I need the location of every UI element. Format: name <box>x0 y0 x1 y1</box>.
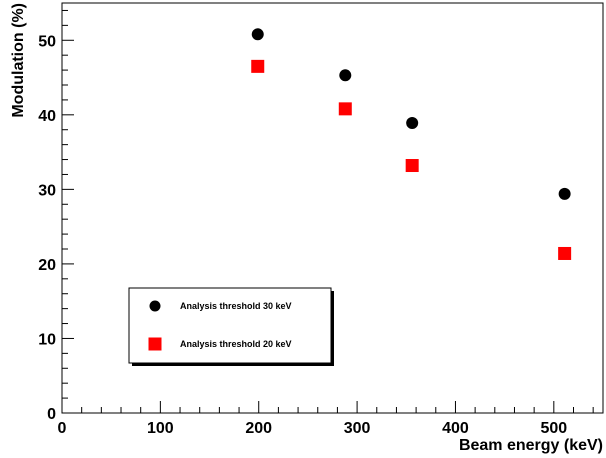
legend-label-20kev: Analysis threshold 20 keV <box>180 339 292 349</box>
point-20kev <box>338 102 352 116</box>
point-20kev <box>251 59 265 73</box>
y-tick-label: 20 <box>38 257 56 274</box>
legend-box <box>128 287 332 364</box>
x-tick-label: 300 <box>344 420 371 437</box>
legend-label-30kev: Analysis threshold 30 keV <box>180 301 292 311</box>
x-tick-label: 400 <box>442 420 469 437</box>
x-tick-label: 200 <box>245 420 272 437</box>
legend-marker-square <box>148 337 162 351</box>
point-30kev <box>339 69 352 82</box>
y-tick-label: 10 <box>38 331 56 348</box>
y-tick-label: 50 <box>38 33 56 50</box>
x-axis-title: Beam energy (keV) <box>459 437 603 454</box>
legend: Analysis threshold 30 keV Analysis thres… <box>128 287 334 366</box>
y-tick-label: 0 <box>47 406 56 423</box>
x-tick-label: 0 <box>58 420 67 437</box>
x-tick-label: 500 <box>540 420 567 437</box>
y-tick-label: 40 <box>38 108 56 125</box>
axes: 0 100 200 300 400 500 0 10 20 30 40 50 <box>38 9 594 437</box>
plot-frame <box>61 2 604 414</box>
point-30kev <box>558 187 571 200</box>
y-tick-label: 30 <box>38 182 56 199</box>
point-20kev <box>405 159 419 173</box>
data-points <box>251 28 572 260</box>
y-axis-title: Modulation (%) <box>10 3 27 118</box>
legend-marker-circle <box>149 300 161 312</box>
x-tick-label: 100 <box>147 420 174 437</box>
point-30kev <box>406 117 419 130</box>
point-30kev <box>251 28 264 41</box>
point-20kev <box>558 246 572 260</box>
